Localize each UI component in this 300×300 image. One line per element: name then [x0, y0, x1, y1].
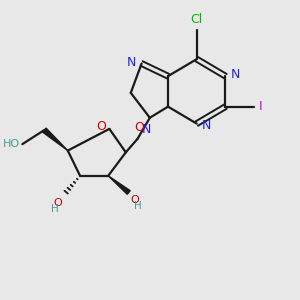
- Text: O: O: [96, 120, 106, 133]
- Text: N: N: [202, 118, 211, 132]
- Text: O: O: [53, 198, 62, 208]
- Text: O: O: [134, 121, 144, 134]
- Text: N: N: [142, 123, 152, 136]
- Text: N: N: [127, 56, 136, 69]
- Text: H: H: [51, 204, 58, 214]
- Text: H: H: [134, 201, 141, 211]
- Text: I: I: [259, 100, 263, 113]
- Polygon shape: [43, 128, 68, 151]
- Polygon shape: [108, 176, 130, 194]
- Text: HO: HO: [3, 139, 20, 149]
- Text: O: O: [130, 195, 139, 205]
- Text: N: N: [231, 68, 240, 81]
- Text: Cl: Cl: [190, 13, 203, 26]
